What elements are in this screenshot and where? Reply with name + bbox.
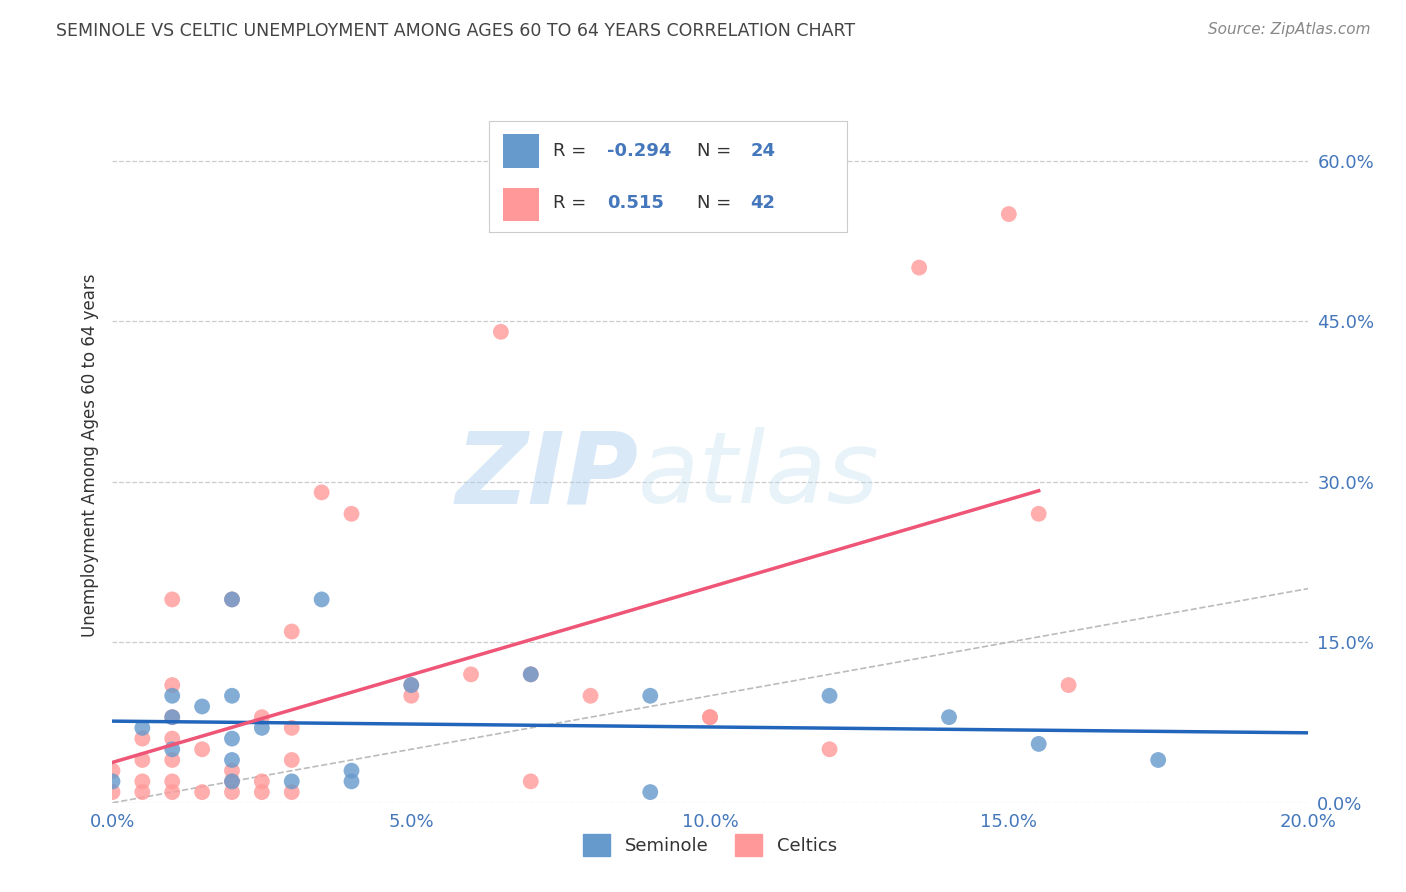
Point: [699, 710, 721, 724]
Point: [401, 689, 423, 703]
Point: [281, 774, 304, 789]
Point: [998, 207, 1021, 221]
Point: [250, 774, 273, 789]
Point: [1028, 737, 1050, 751]
Point: [340, 774, 363, 789]
Point: [520, 774, 543, 789]
Point: [101, 764, 124, 778]
Point: [311, 592, 333, 607]
Point: [162, 689, 183, 703]
Point: [162, 742, 183, 756]
Point: [340, 507, 363, 521]
Point: [908, 260, 931, 275]
Point: [520, 667, 543, 681]
Point: [281, 624, 304, 639]
Point: [162, 774, 183, 789]
Point: [191, 742, 214, 756]
Point: [131, 731, 153, 746]
Point: [101, 785, 124, 799]
Point: [401, 678, 423, 692]
Point: [131, 774, 153, 789]
Point: [101, 774, 124, 789]
Point: [938, 710, 960, 724]
Point: [131, 721, 153, 735]
Point: [162, 753, 183, 767]
Point: [221, 774, 243, 789]
Point: [640, 689, 662, 703]
Point: [221, 689, 243, 703]
Point: [221, 592, 243, 607]
Text: atlas: atlas: [638, 427, 880, 524]
Point: [162, 710, 183, 724]
Point: [191, 785, 214, 799]
Point: [489, 325, 512, 339]
Point: [520, 667, 543, 681]
Point: [162, 785, 183, 799]
Point: [221, 785, 243, 799]
Text: Source: ZipAtlas.com: Source: ZipAtlas.com: [1208, 22, 1371, 37]
Point: [699, 710, 721, 724]
Point: [162, 592, 183, 607]
Point: [281, 753, 304, 767]
Point: [281, 721, 304, 735]
Point: [401, 678, 423, 692]
Point: [250, 721, 273, 735]
Point: [221, 592, 243, 607]
Point: [250, 785, 273, 799]
Point: [191, 699, 214, 714]
Point: [131, 785, 153, 799]
Point: [221, 774, 243, 789]
Point: [340, 764, 363, 778]
Point: [221, 764, 243, 778]
Point: [131, 753, 153, 767]
Point: [818, 689, 841, 703]
Point: [281, 785, 304, 799]
Point: [579, 689, 602, 703]
Point: [640, 785, 662, 799]
Point: [221, 731, 243, 746]
Text: SEMINOLE VS CELTIC UNEMPLOYMENT AMONG AGES 60 TO 64 YEARS CORRELATION CHART: SEMINOLE VS CELTIC UNEMPLOYMENT AMONG AG…: [56, 22, 855, 40]
Point: [250, 710, 273, 724]
Point: [162, 731, 183, 746]
Legend: Seminole, Celtics: Seminole, Celtics: [576, 827, 844, 863]
Y-axis label: Unemployment Among Ages 60 to 64 years: Unemployment Among Ages 60 to 64 years: [80, 273, 98, 637]
Point: [1028, 507, 1050, 521]
Point: [162, 710, 183, 724]
Point: [818, 742, 841, 756]
Point: [221, 753, 243, 767]
Point: [311, 485, 333, 500]
Point: [1147, 753, 1170, 767]
Point: [460, 667, 482, 681]
Text: ZIP: ZIP: [456, 427, 638, 524]
Point: [162, 678, 183, 692]
Point: [1057, 678, 1080, 692]
